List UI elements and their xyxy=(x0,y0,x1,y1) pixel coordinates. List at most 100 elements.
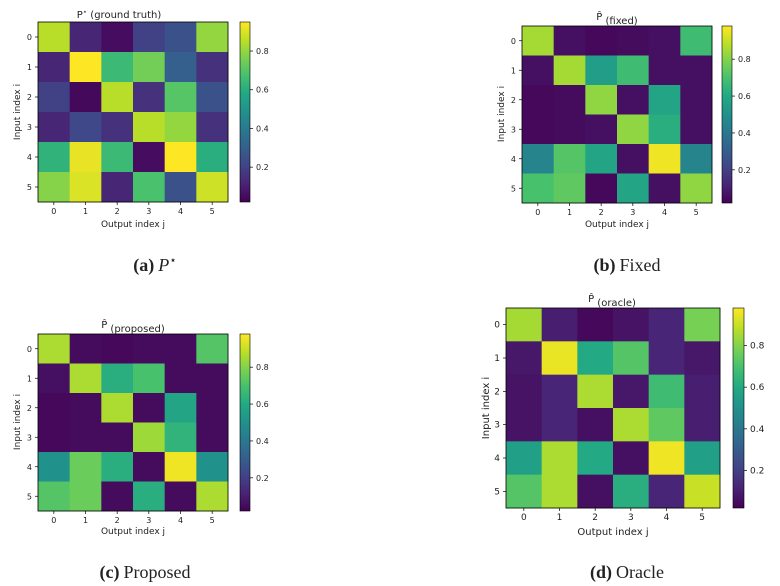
panel-a-cell-r3-c1 xyxy=(69,112,102,143)
panel-c-ytick-label: 3 xyxy=(27,433,32,442)
panel-d-colorbar-tick-label: 0.6 xyxy=(750,383,765,393)
panel-b-title-rest: (fixed) xyxy=(602,16,637,27)
panel-b-cell-r5-c5 xyxy=(680,173,713,204)
panel-c-xticks: 0 1 2 3 4 5 xyxy=(51,511,215,525)
panel-b-cell-r2-c0 xyxy=(522,85,555,115)
panel-d-ytick-label: 5 xyxy=(494,487,500,497)
panel-b-cell-r3-c3 xyxy=(617,114,650,145)
panel-b-cell-r2-c3 xyxy=(617,85,650,115)
panel-d-cell-r3-c4 xyxy=(648,408,685,442)
panel-b-title: P̂ (fixed) xyxy=(596,10,638,27)
panel-a-cell-r5-c1 xyxy=(69,172,102,203)
panel-c-ytick-label: 1 xyxy=(27,374,32,383)
panel-a-cell-r0-c2 xyxy=(101,22,134,53)
panel-a-cell-r2-c0 xyxy=(38,82,71,113)
panel-a-cell-r0-c0 xyxy=(38,22,71,53)
panel-d-frame xyxy=(505,307,721,509)
panel-c-cell-r2-c5 xyxy=(196,393,229,423)
panel-a-title-main: P xyxy=(77,10,83,21)
panel-c-cell-r3-c4 xyxy=(164,422,197,453)
panel-d-xtick-label: 1 xyxy=(557,513,563,523)
panel-b-ytick-label: 2 xyxy=(511,96,516,105)
panel-b-cell-r0-c2 xyxy=(585,26,618,56)
panel-c-cell-r0-c0 xyxy=(38,334,71,364)
panel-b-ytick-label: 5 xyxy=(511,184,516,193)
panel-a-xtick-label: 5 xyxy=(210,207,215,216)
panel-d-cell-r3-c5 xyxy=(684,408,721,442)
panel-d-xtick-label: 2 xyxy=(592,513,598,523)
panel-b-cell-r2-c4 xyxy=(648,85,681,115)
panel-c-xtick-label: 1 xyxy=(83,516,88,525)
panel-a-caption-letter: (a) xyxy=(133,255,154,276)
panel-b-cell-r1-c3 xyxy=(617,55,650,86)
panel-a-xtick-label: 4 xyxy=(178,207,183,216)
panel-d-cell-r3-c1 xyxy=(541,408,578,442)
panel-b-xtick-label: 2 xyxy=(599,208,604,217)
panel-d-cell-r0-c1 xyxy=(541,308,578,342)
panel-a-ylabel: Input index i xyxy=(13,84,23,140)
panel-a-cell-r5-c3 xyxy=(133,172,166,203)
panel-c-colorbar-tick-label: 0.2 xyxy=(256,474,269,483)
panel-d-title: P̂ (oracle) xyxy=(588,292,636,309)
panel-d-cell-r5-c4 xyxy=(648,474,685,509)
panel-c-cell-r3-c1 xyxy=(69,422,102,453)
panel-a-cell-r1-c5 xyxy=(196,52,229,83)
panel-d-colorbar-tick-label: 0.2 xyxy=(750,467,764,477)
panel-c-cell-r1-c3 xyxy=(133,363,166,394)
panel-d-cell-r0-c2 xyxy=(577,308,614,342)
panel-d-cell-r4-c3 xyxy=(613,441,650,476)
panel-d-cell-r5-c2 xyxy=(577,474,614,509)
panel-c-title-main: P̂ xyxy=(101,318,107,331)
panel-a-cell-r1-c4 xyxy=(164,52,197,83)
panel-c-xtick-label: 2 xyxy=(115,516,120,525)
panel-d-ylabel: Input index i xyxy=(481,377,492,439)
panel-a-cell-r4-c3 xyxy=(133,142,166,173)
panel-c-cell-r4-c4 xyxy=(164,452,197,482)
panel-d-cell-r4-c4 xyxy=(648,441,685,476)
panel-a-cell-r2-c3 xyxy=(133,82,166,113)
panel-a-caption-text: P xyxy=(157,255,169,275)
panel-d-ytick-label: 0 xyxy=(494,321,500,331)
panel-d-cell-r0-c5 xyxy=(684,308,721,342)
panel-c-cell-r2-c0 xyxy=(38,393,71,423)
panel-a-colorbar-ticks: 0.2 0.4 0.6 0.8 xyxy=(250,47,269,172)
panel-c-cell-r0-c2 xyxy=(101,334,134,364)
panel-a-colorbar-tick-label: 0.4 xyxy=(256,124,269,133)
panel-c-xtick-label: 0 xyxy=(51,516,56,525)
panel-d-cells xyxy=(506,308,721,509)
panel-c-xlabel: Output index j xyxy=(101,527,165,537)
panel-b-cell-r5-c2 xyxy=(585,173,618,204)
panel-b-cell-r5-c4 xyxy=(648,173,681,204)
panel-c-cell-r3-c2 xyxy=(101,422,134,453)
panel-c-cell-r4-c1 xyxy=(69,452,102,482)
panel-b-cell-r4-c4 xyxy=(648,144,681,174)
panel-b-ylabel: Input index i xyxy=(497,86,507,142)
panel-c-caption-letter: (c) xyxy=(100,562,120,583)
panel-b-cell-r4-c3 xyxy=(617,144,650,174)
panel-b-ytick-label: 4 xyxy=(511,155,516,164)
panel-b-cell-r3-c2 xyxy=(585,114,618,145)
panel-a-cell-r2-c4 xyxy=(164,82,197,113)
panel-c-title: P̂ (proposed) xyxy=(101,318,165,335)
panel-b-cell-r4-c0 xyxy=(522,144,555,174)
panel-c-colorbar-tick-label: 0.8 xyxy=(256,363,269,372)
panel-c-cell-r3-c3 xyxy=(133,422,166,453)
panel-c-cell-r1-c4 xyxy=(164,363,197,394)
panel-c-cell-r3-c0 xyxy=(38,422,71,453)
panel-b-caption-letter: (b) xyxy=(593,255,615,276)
panel-d-ytick-label: 2 xyxy=(494,387,500,397)
panel-c-cell-r1-c2 xyxy=(101,363,134,394)
panel-a-colorbar xyxy=(239,21,251,203)
panel-b-cell-r4-c1 xyxy=(553,144,586,174)
panel-b-cell-r3-c4 xyxy=(648,114,681,145)
panel-d-caption-letter: (d) xyxy=(590,562,612,583)
panel-a-ytick-label: 3 xyxy=(27,123,32,132)
panel-d-cell-r4-c1 xyxy=(541,441,578,476)
panel-a-cell-r1-c0 xyxy=(38,52,71,83)
panel-a-cell-r3-c4 xyxy=(164,112,197,143)
panel-d-cell-r1-c4 xyxy=(648,341,685,376)
panel-c-xtick-label: 3 xyxy=(146,516,151,525)
panel-c-colorbar xyxy=(239,333,251,512)
panel-c-cell-r5-c5 xyxy=(196,481,229,512)
